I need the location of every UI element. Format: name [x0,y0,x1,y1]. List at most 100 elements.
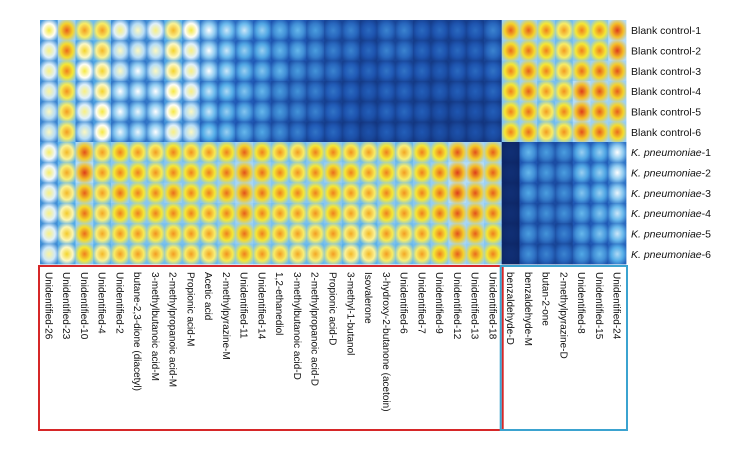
heatmap-cell [519,121,538,143]
group-boxes [38,265,629,431]
heatmap-cell [466,162,485,184]
heatmap-cell [519,142,538,163]
heatmap-cell [40,101,59,123]
heatmap-cell [217,243,236,265]
heatmap-cell [270,81,290,102]
heatmap-cell [395,182,414,204]
heatmap-cell [341,40,361,62]
heatmap-cell [270,182,290,204]
heatmap-cell [412,142,432,163]
heatmap-cell [93,101,112,123]
heatmap-cell [164,60,183,82]
heatmap-cell [430,243,449,265]
heatmap-cell [519,203,538,224]
heatmap-cell [235,20,254,41]
heatmap-cell [75,142,94,163]
heatmap-cell [430,162,449,184]
heatmap-cell [182,20,201,41]
heatmap-cell [57,81,76,102]
heatmap-cell [341,223,361,245]
heatmap-cell [359,182,378,204]
heatmap-cell [253,60,272,82]
heatmap-cell [324,81,343,102]
heatmap-cell [466,243,485,265]
heatmap-cell [199,81,218,102]
heatmap-cell [40,203,59,224]
heatmap-cell [430,223,449,245]
heatmap-cell [128,60,147,82]
column-label: Unidentified-11 [238,272,249,339]
heatmap-cell [128,203,147,224]
heatmap-cell [40,142,59,163]
heatmap-cell [572,182,591,204]
heatmap-cell [288,20,307,41]
heatmap-cell [235,101,254,123]
row-label: Blank control-1 [631,25,701,37]
heatmap-cell [412,162,432,184]
heatmap-cell [483,60,503,82]
heatmap-cell [217,121,236,143]
heatmap-cell [199,203,218,224]
heatmap-cell [501,203,520,224]
heatmap-cell [75,40,94,62]
row-label: K. pneumoniae-4 [631,208,711,220]
heatmap-cell [519,101,538,123]
heatmap-cell [590,203,609,224]
heatmap-cell [270,60,290,82]
heatmap-cell [111,243,130,265]
heatmap-cell [288,142,307,163]
heatmap-cell [57,203,76,224]
heatmap-cell [483,101,503,123]
heatmap-cell [199,162,218,184]
heatmap-cell [75,182,94,204]
heatmap-cell [519,20,538,41]
heatmap-cell [164,40,183,62]
heatmap-cell [93,243,112,265]
heatmap-cell [430,121,449,143]
heatmap-cell [466,81,485,102]
column-label: Unidentified-12 [451,272,462,340]
heatmap-cell [466,223,485,245]
heatmap-cell [128,81,147,102]
heatmap-cell [554,60,574,82]
heatmap-cell [519,81,538,102]
heatmap-cell [395,81,414,102]
heatmap-cell [448,101,467,123]
heatmap-cell [341,203,361,224]
heatmap-cell [40,182,59,204]
heatmap-cell [40,243,59,265]
heatmap-cell [146,101,165,123]
heatmap-cell [483,20,503,41]
heatmap-cell [324,40,343,62]
heatmap-cell [217,40,236,62]
heatmap-cell [146,243,165,265]
heatmap-cell [483,162,503,184]
heatmap-cell [270,162,290,184]
heatmap-cell [554,20,574,41]
heatmap-cell [235,81,254,102]
heatmap-cell [288,40,307,62]
heatmap-cell [483,40,503,62]
column-label: 3-methyl-1-butanol [344,272,355,355]
heatmap-cell [430,101,449,123]
heatmap-cell [412,121,432,143]
heatmap-cell [75,223,94,245]
heatmap-cell [448,20,467,41]
heatmap-cell [199,243,218,265]
heatmap-cell [146,182,165,204]
heatmap-cell [40,223,59,245]
heatmap-cell [430,20,449,41]
heatmap-cell [235,243,254,265]
heatmap-cell [448,223,467,245]
heatmap-cell [608,203,627,224]
heatmap-cell [501,182,520,204]
row-label: K. pneumoniae-6 [631,249,711,261]
heatmap-cell [590,162,609,184]
heatmap-cell [75,20,94,41]
column-label: butane-2,3-dione (diacetyl) [131,272,142,391]
heatmap-cell [430,40,449,62]
heatmap-cell [377,142,396,163]
column-label: 3-methylbutanoic acid-M [149,272,160,381]
heatmap-cell [57,101,76,123]
